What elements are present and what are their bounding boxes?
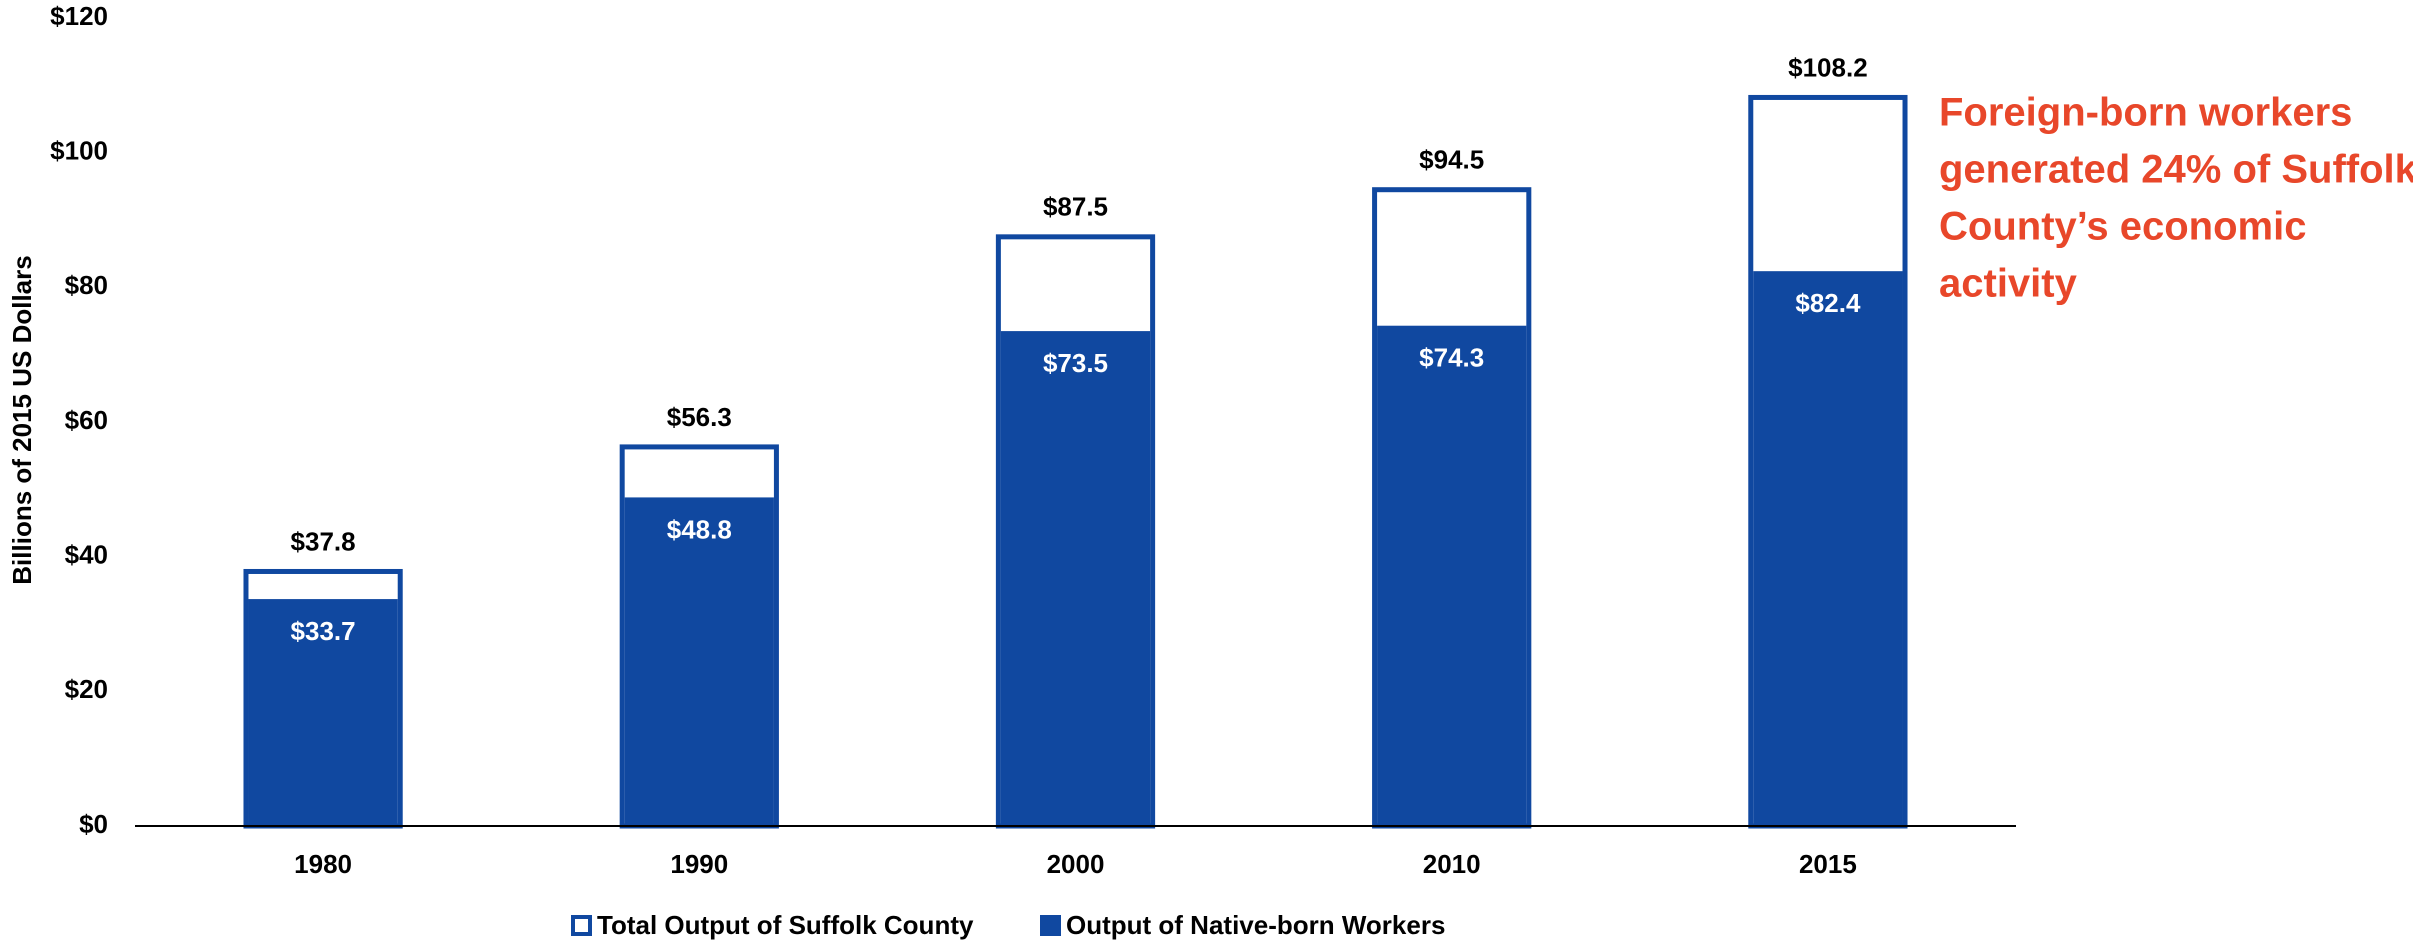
annotation: generated 24% of Suffolk (1939, 148, 2413, 192)
legend-swatch (571, 915, 592, 936)
native-bar (248, 599, 398, 826)
value-label: $82.4 (1795, 288, 1861, 318)
x-tick-label: 2010 (1423, 849, 1481, 879)
y-tick-label: $20 (65, 674, 108, 704)
annotation: activity (1939, 262, 2078, 306)
y-tick-label: $120 (50, 1, 108, 31)
value-label: $94.5 (1419, 145, 1484, 175)
legend-swatch (1040, 915, 1061, 936)
native-bar (1753, 271, 1903, 826)
value-label: $74.3 (1419, 343, 1484, 373)
value-label: $87.5 (1043, 192, 1108, 222)
y-tick-label: $100 (50, 136, 108, 166)
legend-label: Total Output of Suffolk County (597, 910, 974, 940)
value-label: $37.8 (291, 526, 356, 556)
value-label: $33.7 (291, 616, 356, 646)
value-label: $48.8 (667, 514, 732, 544)
annotation: Foreign-born workers (1939, 91, 2352, 135)
annotation: County’s economic (1939, 205, 2306, 249)
value-label: $56.3 (667, 402, 732, 432)
native-bar (624, 497, 774, 826)
value-label: $108.2 (1788, 52, 1868, 82)
native-bar (1377, 325, 1527, 826)
x-tick-label: 1980 (294, 849, 352, 879)
native-bar (1000, 331, 1151, 826)
y-axis-title: Billions of 2015 US Dollars (7, 255, 37, 584)
y-tick-label: $40 (65, 540, 108, 570)
x-tick-label: 2000 (1047, 849, 1105, 879)
x-tick-label: 1990 (670, 849, 728, 879)
y-tick-label: $0 (79, 809, 108, 839)
x-tick-label: 2015 (1799, 849, 1857, 879)
value-label: $73.5 (1043, 348, 1108, 378)
y-tick-label: $60 (65, 405, 108, 435)
legend-label: Output of Native-born Workers (1066, 910, 1445, 940)
y-tick-label: $80 (65, 270, 108, 300)
